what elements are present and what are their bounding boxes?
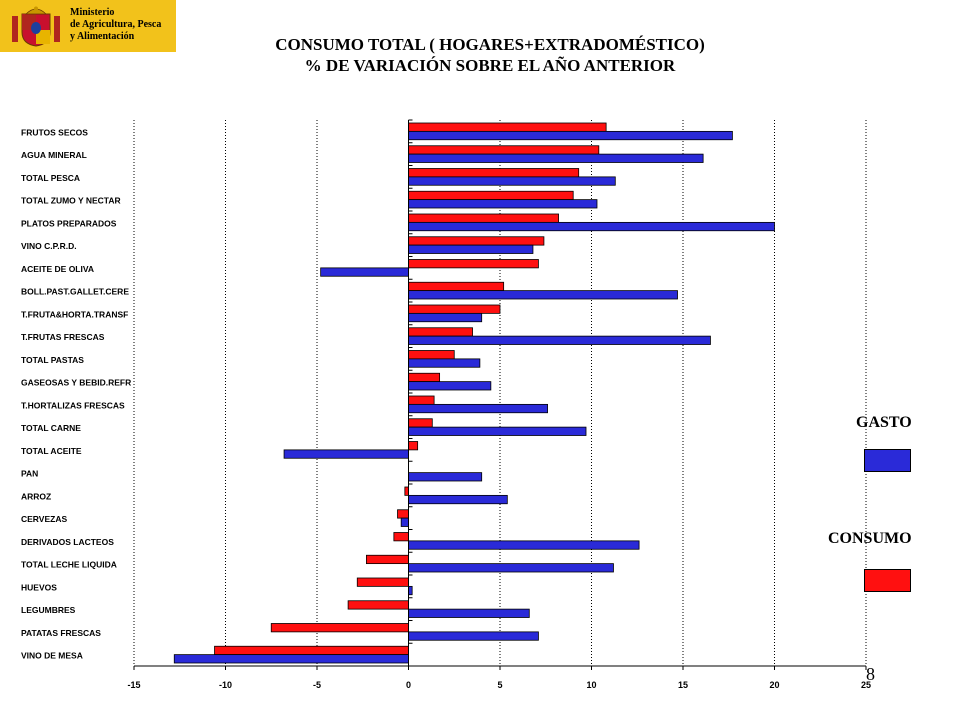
category-label-10: TOTAL PASTAS (21, 355, 84, 365)
bar-gasto-17 (400, 517, 409, 527)
bar-gasto-0 (408, 130, 733, 141)
category-label-20: HUEVOS (21, 582, 57, 592)
bar-consumo-8 (408, 304, 501, 314)
bar-consumo-21 (347, 600, 409, 610)
category-label-4: PLATOS PREPARADOS (21, 218, 117, 228)
bar-consumo-22 (270, 623, 409, 633)
category-label-21: LEGUMBRES (21, 605, 76, 615)
bar-gasto-14 (283, 449, 409, 459)
category-label-6: ACEITE DE OLIVA (21, 264, 94, 274)
bar-consumo-3 (408, 190, 574, 201)
bar-consumo-18 (393, 532, 409, 542)
bar-gasto-5 (408, 244, 534, 254)
chart-title: CONSUMO TOTAL ( HOGARES+EXTRADOMÉSTICO) (275, 35, 705, 54)
bar-gasto-16 (408, 494, 508, 505)
bar-consumo-4 (408, 213, 559, 223)
category-label-23: VINO DE MESA (21, 651, 83, 661)
category-label-3: TOTAL ZUMO Y NECTAR (21, 196, 121, 206)
bar-gasto-22 (408, 631, 539, 641)
bar-consumo-20 (356, 577, 409, 587)
bar-consumo-5 (408, 236, 545, 246)
page-number: 8 (866, 664, 875, 684)
bar-gasto-1 (408, 153, 704, 163)
category-label-19: TOTAL LECHE LIQUIDA (21, 560, 117, 570)
bar-consumo-10 (408, 350, 455, 360)
bar-gasto-10 (408, 358, 481, 368)
category-label-9: T.FRUTAS FRESCAS (21, 332, 105, 342)
category-label-12: T.HORTALIZAS FRESCAS (21, 400, 125, 410)
category-label-8: T.FRUTA&HORTA.TRANSF (21, 309, 128, 319)
x-tick-label-1: -10 (219, 680, 232, 690)
bar-gasto-9 (408, 335, 711, 345)
bar-consumo-6 (408, 259, 539, 269)
legend-gasto-label: GASTO (856, 414, 912, 431)
bar-consumo-19 (366, 554, 409, 565)
x-tick-label-8: 25 (861, 680, 871, 690)
bar-gasto-7 (408, 290, 678, 300)
bar-gasto-2 (408, 176, 616, 186)
bar-consumo-9 (408, 327, 473, 337)
ministry-line-3: y Alimentación (70, 31, 135, 42)
bar-gasto-4 (408, 221, 775, 232)
bar-consumo-13 (408, 418, 433, 428)
bar-gasto-11 (408, 381, 492, 391)
x-tick-label-3: 0 (406, 680, 411, 690)
bar-gasto-19 (408, 563, 614, 573)
coat-of-arms-icon (12, 6, 60, 47)
bar-consumo-1 (408, 145, 600, 155)
ministry-line-2: de Agricultura, Pesca (70, 19, 162, 30)
bar-consumo-0 (408, 122, 607, 132)
category-label-0: FRUTOS SECOS (21, 127, 88, 137)
category-label-15: PAN (21, 469, 38, 479)
category-label-1: AGUA MINERAL (21, 150, 87, 160)
bar-gasto-6 (320, 267, 409, 277)
bar-consumo-7 (408, 281, 505, 292)
bar-consumo-16 (404, 486, 409, 496)
category-label-17: CERVEZAS (21, 514, 67, 524)
category-label-7: BOLL.PAST.GALLET.CERE (21, 287, 129, 297)
bar-gasto-3 (408, 199, 598, 209)
category-label-22: PATATAS FRESCAS (21, 628, 101, 638)
ministry-line-1: Ministerio (70, 7, 115, 18)
x-tick-label-7: 20 (769, 680, 779, 690)
bar-gasto-21 (408, 608, 530, 618)
category-label-14: TOTAL ACEITE (21, 446, 82, 456)
category-label-13: TOTAL CARNE (21, 423, 81, 433)
bar-consumo-14 (408, 441, 419, 451)
bar-gasto-15 (408, 472, 483, 482)
legend-consumo-swatch (864, 569, 911, 592)
ministry-logo: Ministerio de Agricultura, Pesca y Alime… (0, 0, 176, 52)
bar-gasto-18 (408, 540, 640, 550)
category-label-11: GASEOSAS Y BEBID.REFR (21, 378, 131, 388)
x-tick-label-2: -5 (313, 680, 321, 690)
bar-consumo-12 (408, 395, 435, 405)
bar-gasto-23 (173, 654, 409, 664)
x-tick-label-5: 10 (586, 680, 596, 690)
bar-consumo-2 (408, 168, 580, 178)
category-label-5: VINO C.P.R.D. (21, 241, 77, 251)
bar-gasto-13 (408, 426, 587, 436)
category-label-2: TOTAL PESCA (21, 173, 80, 183)
legend-gasto-swatch (864, 449, 911, 472)
bar-consumo-11 (408, 372, 441, 383)
chart-subtitle: % DE VARIACIÓN SOBRE EL AÑO ANTERIOR (304, 56, 676, 75)
x-tick-label-6: 15 (678, 680, 688, 690)
bar-gasto-8 (408, 312, 483, 323)
x-tick-label-4: 5 (497, 680, 502, 690)
bar-gasto-12 (408, 403, 548, 414)
category-label-16: ARROZ (21, 491, 51, 501)
category-label-18: DERIVADOS LACTEOS (21, 537, 114, 547)
x-tick-label-0: -15 (127, 680, 140, 690)
bar-gasto-20 (408, 585, 413, 596)
bar-consumo-23 (214, 645, 409, 656)
bar-consumo-17 (397, 509, 409, 519)
legend-consumo-label: CONSUMO (828, 530, 912, 547)
